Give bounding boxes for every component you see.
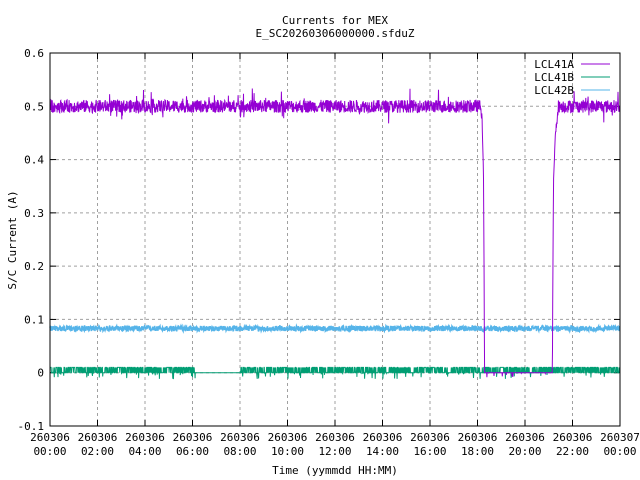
x-tick-label-date: 260306 [553,431,593,444]
x-axis-label: Time (yymmdd HH:MM) [272,464,398,477]
legend-label-lcl41a: LCL41A [534,58,574,71]
series-group [49,88,621,380]
x-tick-label-time: 08:00 [223,445,256,458]
chart-title: Currents for MEX [282,14,388,27]
y-tick-label: 0.6 [24,47,44,60]
x-tick-label-time: 00:00 [33,445,66,458]
x-tick-label-date: 260306 [410,431,450,444]
legend-label-lcl42b: LCL42B [534,84,574,97]
grid [50,53,620,426]
x-tick-label-date: 260306 [220,431,260,444]
series-line-lcl42b [49,323,621,334]
series-line-lcl41a [49,88,621,378]
x-tick-label-time: 20:00 [508,445,541,458]
x-tick-label-time: 12:00 [318,445,351,458]
x-tick-label-time: 10:00 [271,445,304,458]
y-axis-label: S/C Current (A) [6,190,19,289]
series-line-lcl41b [50,366,621,380]
x-tick-label-date: 260306 [268,431,308,444]
x-tick-label-time: 00:00 [603,445,636,458]
chart-subtitle: E_SC20260306000000.sfduZ [256,27,415,40]
x-tick-label-time: 14:00 [366,445,399,458]
legend-label-lcl41b: LCL41B [534,71,574,84]
x-tick-label-date: 260306 [458,431,498,444]
x-tick-label-date: 260306 [315,431,355,444]
x-tick-label-date: 260306 [78,431,118,444]
axis-ticks: -0.100.10.20.30.40.50.626030600:00260306… [18,47,640,458]
y-tick-label: 0.3 [24,207,44,220]
x-tick-label-date: 260306 [125,431,165,444]
x-tick-label-time: 16:00 [413,445,446,458]
y-tick-label: 0 [37,367,44,380]
y-tick-label: 0.2 [24,260,44,273]
x-tick-label-date: 260306 [363,431,403,444]
x-tick-label-time: 02:00 [81,445,114,458]
x-tick-label-time: 22:00 [556,445,589,458]
x-tick-label-date: 260306 [173,431,213,444]
x-tick-label-time: 04:00 [128,445,161,458]
x-tick-label-time: 06:00 [176,445,209,458]
plot-frame [49,52,621,427]
y-tick-label: 0.4 [24,154,44,167]
y-tick-label: 0.5 [24,100,44,113]
x-tick-label-date: 260307 [600,431,640,444]
x-tick-label-time: 18:00 [461,445,494,458]
y-tick-label: -0.1 [18,420,45,433]
x-tick-label-date: 260306 [30,431,70,444]
y-tick-label: 0.1 [24,313,44,326]
x-tick-label-date: 260306 [505,431,545,444]
